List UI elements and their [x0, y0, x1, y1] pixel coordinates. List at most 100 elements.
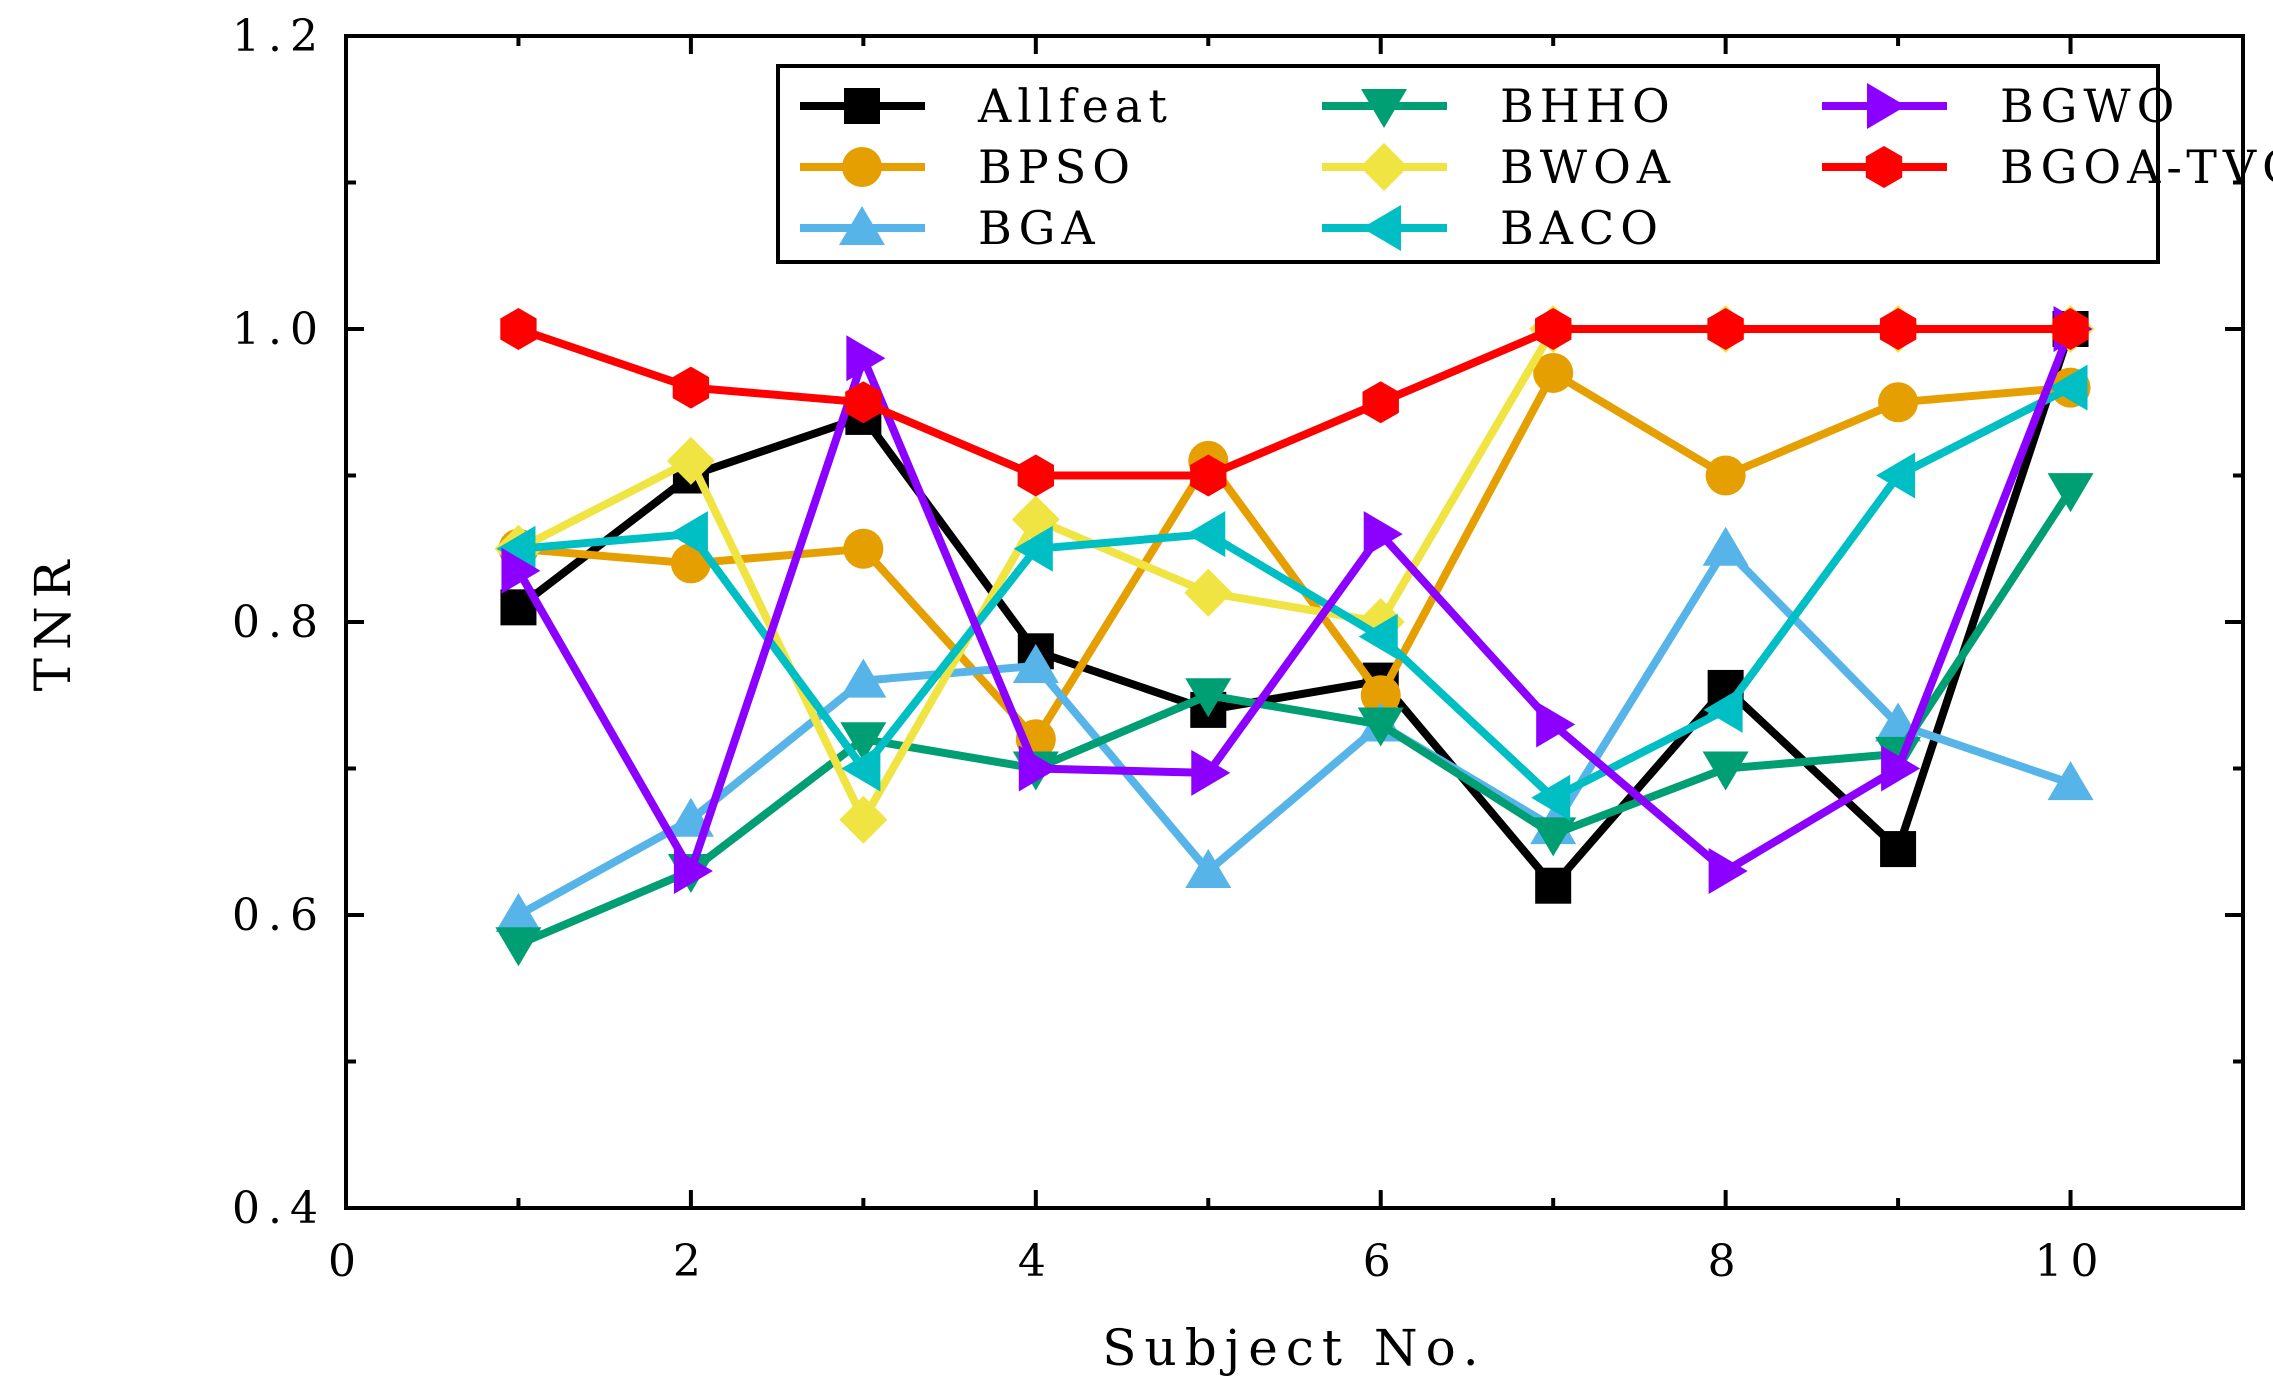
legend-item-allfeat: Allfeat [800, 79, 1173, 133]
legend-label-bgwo: BGWO [2000, 79, 2180, 133]
series-line-bhho [516, 487, 2074, 948]
point-baco-3 [841, 745, 881, 792]
x-tick-label-5: 10 [2035, 1236, 2107, 1287]
point-bgoa-tvg-7 [1535, 308, 1572, 350]
point-baco-6 [1358, 613, 1398, 660]
point-bgwo-2 [673, 848, 713, 895]
series-line-allfeat [516, 327, 2075, 890]
point-baco-8 [1703, 686, 1743, 733]
legend-marker-bgoa-tvg [1865, 146, 1903, 188]
legend-item-bgwo: BGWO [1822, 79, 2180, 133]
point-allfeat-7 [1535, 867, 1572, 904]
axis-ticks: 0.4 0.6 0.8 1.0 1.2 0 2 4 6 8 10 [232, 11, 2245, 1287]
point-bgoa-tvg-6 [1362, 381, 1399, 424]
point-bgwo-6 [1363, 511, 1403, 558]
x-tick-label-4: 8 [1708, 1236, 1744, 1287]
legend-item-bhho: BHHO [1322, 79, 1676, 133]
point-bga-5 [1185, 849, 1232, 889]
point-bpso-7 [1533, 352, 1574, 393]
point-bgoa-tvg-10 [2052, 308, 2089, 350]
y-tick-label-3: 1.0 [232, 304, 326, 355]
point-bgoa-tvg-9 [1879, 308, 1917, 350]
point-bwoa-2 [666, 436, 715, 485]
legend-label-bga: BGA [978, 201, 1101, 255]
point-bgoa-tvg-1 [500, 308, 537, 350]
point-baco-7 [1531, 774, 1571, 821]
point-bga-1 [495, 893, 542, 932]
series-line-baco [518, 384, 2073, 802]
point-bwoa-3 [839, 795, 888, 844]
point-bgwo-3 [846, 335, 886, 382]
legend-label-bwoa: BWOA [1500, 140, 1676, 194]
legend-marker-bwoa [1360, 143, 1408, 191]
point-bgwo-9 [1881, 745, 1921, 792]
legend-label-bgoa-tvg: BGOA-TVG [2000, 140, 2273, 194]
point-bga-8 [1702, 526, 1749, 566]
point-bgoa-tvg-2 [672, 366, 710, 409]
legend-label-allfeat: Allfeat [977, 79, 1173, 133]
y-tick-label-2: 0.8 [232, 597, 326, 648]
series-layer [494, 305, 2095, 967]
point-bgoa-tvg-4 [1017, 454, 1054, 497]
legend-item-bpso: BPSO [800, 140, 1136, 194]
legend-marker-bpso [842, 147, 882, 187]
series-bgoa-tvg [500, 308, 2089, 497]
point-bgoa-tvg-3 [845, 381, 882, 424]
point-baco-5 [1186, 511, 1226, 558]
point-bgoa-tvg-8 [1707, 308, 1744, 350]
point-bhho-5 [1185, 678, 1232, 718]
point-bga-3 [840, 658, 887, 698]
x-tick-label-3: 6 [1363, 1236, 1399, 1287]
point-bpso-6 [1360, 675, 1401, 716]
point-bhho-10 [2047, 473, 2094, 513]
series-line-bgwo [515, 327, 2075, 875]
point-bgwo-7 [1536, 701, 1576, 748]
series-baco [496, 364, 2088, 821]
point-bgwo-1 [501, 547, 541, 594]
point-baco-4 [1013, 525, 1053, 572]
point-baco-9 [1876, 452, 1916, 499]
x-tick-label-1: 2 [673, 1236, 709, 1287]
series-line-bpso [518, 368, 2071, 744]
legend-marker-bga [839, 206, 885, 245]
legend-label-bhho: BHHO [1500, 79, 1676, 133]
point-baco-10 [2048, 364, 2088, 411]
legend-marker-bgwo [1867, 83, 1906, 129]
point-bhho-3 [840, 722, 887, 762]
legend-marker-allfeat [844, 88, 880, 124]
point-bga-10 [2047, 761, 2094, 801]
point-bga-4 [1012, 643, 1059, 683]
legend-marker-baco [1362, 205, 1401, 251]
legend-item-baco: BACO [1322, 201, 1664, 255]
legend-label-bpso: BPSO [978, 140, 1136, 194]
point-bhho-7 [1530, 817, 1577, 857]
x-tick-label-2: 4 [1018, 1236, 1054, 1287]
point-bpso-3 [843, 528, 884, 569]
point-bhho-6 [1357, 707, 1404, 747]
series-line-bga [516, 544, 2072, 919]
legend-item-bwoa: BWOA [1322, 140, 1676, 194]
point-baco-2 [668, 511, 708, 558]
point-bgwo-5 [1191, 749, 1231, 796]
y-axis-title: TNR [24, 553, 82, 692]
point-bpso-9 [1878, 382, 1919, 423]
x-axis-title: Subject No. [1102, 1319, 1486, 1377]
point-bgoa-tvg-5 [1190, 454, 1227, 497]
point-bhho-8 [1702, 751, 1749, 791]
series-line-bgoa-tvg [517, 325, 2071, 480]
y-tick-label-4: 1.2 [232, 11, 326, 62]
legend-label-baco: BACO [1500, 201, 1664, 255]
y-tick-label-1: 0.6 [232, 890, 326, 941]
point-bpso-8 [1705, 455, 1746, 496]
y-tick-label-0: 0.4 [232, 1183, 326, 1234]
legend-item-bgoa-tvg: BGOA-TVG [1822, 140, 2273, 194]
point-allfeat-9 [1880, 831, 1917, 868]
legend: Allfeat BPSO BGA BHHO BWOA BACO BGWO BGOA-TVG [776, 64, 2273, 264]
legend-marker-bhho [1361, 89, 1407, 128]
point-bwoa-5 [1184, 568, 1233, 617]
legend-item-bga: BGA [800, 201, 1101, 255]
point-bgwo-4 [1018, 745, 1058, 792]
point-bhho-1 [495, 927, 542, 967]
